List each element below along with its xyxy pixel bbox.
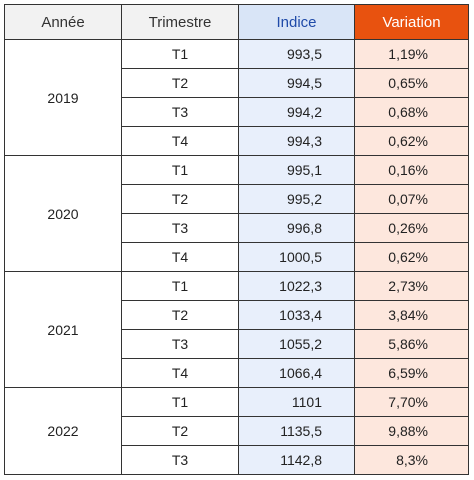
header-row: Année Trimestre Indice Variation: [4, 4, 469, 40]
variation-cell: 6,59%: [354, 358, 469, 388]
trimestre-cell: T4: [121, 242, 239, 272]
trimestre-cell: T2: [121, 416, 239, 446]
indice-cell: 1101: [238, 387, 355, 417]
trimestre-cell: T3: [121, 445, 239, 475]
table-row: T3 1055,2 5,86%: [5, 329, 469, 359]
indice-cell: 994,3: [238, 126, 355, 156]
trimestre-cell: T4: [121, 126, 239, 156]
variation-cell: 0,62%: [354, 242, 469, 272]
variation-cell: 5,86%: [354, 329, 469, 359]
trimestre-cell: T1: [121, 271, 239, 301]
variation-cell: 0,26%: [354, 213, 469, 243]
year-cell: 2019: [4, 39, 122, 156]
trimestre-cell: T4: [121, 358, 239, 388]
table-row: T4 1066,4 6,59%: [5, 358, 469, 388]
table-row: T3 1142,8 8,3%: [5, 445, 469, 475]
indice-cell: 1022,3: [238, 271, 355, 301]
table-row: 2022 T1 1101 7,70%: [4, 387, 469, 475]
variation-cell: 1,19%: [354, 39, 469, 69]
index-table: Année Trimestre Indice Variation 2019 T1…: [4, 4, 469, 475]
indice-cell: 1000,5: [238, 242, 355, 272]
indice-cell: 995,2: [238, 184, 355, 214]
variation-cell: 3,84%: [354, 300, 469, 330]
indice-cell: 1055,2: [238, 329, 355, 359]
year-cell: 2022: [4, 387, 122, 475]
table-row: T2 1033,4 3,84%: [5, 300, 469, 330]
variation-cell: 0,62%: [354, 126, 469, 156]
indice-cell: 1066,4: [238, 358, 355, 388]
variation-cell: 0,68%: [354, 97, 469, 127]
indice-cell: 1033,4: [238, 300, 355, 330]
trimestre-cell: T3: [121, 329, 239, 359]
trimestre-cell: T1: [121, 39, 239, 69]
indice-cell: 995,1: [238, 155, 355, 185]
trimestre-cell: T1: [121, 155, 239, 185]
header-variation: Variation: [354, 4, 469, 40]
variation-cell: 0,65%: [354, 68, 469, 98]
trimestre-cell: T2: [121, 68, 239, 98]
table-row: T3 996,8 0,26%: [5, 213, 469, 243]
trimestre-cell: T2: [121, 300, 239, 330]
indice-cell: 1142,8: [238, 445, 355, 475]
table-row: 2020 T1 995,1 0,16%: [4, 155, 469, 272]
table-row: 2021 T1 1022,3 2,73%: [4, 271, 469, 388]
trimestre-cell: T1: [121, 387, 239, 417]
year-cell: 2020: [4, 155, 122, 272]
table-row: T2 994,5 0,65%: [5, 68, 469, 98]
variation-cell: 9,88%: [354, 416, 469, 446]
header-trimestre: Trimestre: [121, 4, 239, 40]
table-row: T2 1135,5 9,88%: [5, 416, 469, 446]
table-row: T3 994,2 0,68%: [5, 97, 469, 127]
indice-cell: 994,2: [238, 97, 355, 127]
indice-cell: 996,8: [238, 213, 355, 243]
trimestre-cell: T3: [121, 213, 239, 243]
indice-cell: 993,5: [238, 39, 355, 69]
variation-cell: 7,70%: [354, 387, 469, 417]
variation-cell: 2,73%: [354, 271, 469, 301]
variation-cell: 0,16%: [354, 155, 469, 185]
year-cell: 2021: [4, 271, 122, 388]
trimestre-cell: T2: [121, 184, 239, 214]
table-row: T2 995,2 0,07%: [5, 184, 469, 214]
table-row: 2019 T1 993,5 1,19%: [4, 39, 469, 156]
table-row: T4 994,3 0,62%: [5, 126, 469, 156]
header-annee: Année: [4, 4, 122, 40]
variation-cell: 8,3%: [354, 445, 469, 475]
indice-cell: 994,5: [238, 68, 355, 98]
trimestre-cell: T3: [121, 97, 239, 127]
indice-cell: 1135,5: [238, 416, 355, 446]
header-indice: Indice: [238, 4, 355, 40]
variation-cell: 0,07%: [354, 184, 469, 214]
